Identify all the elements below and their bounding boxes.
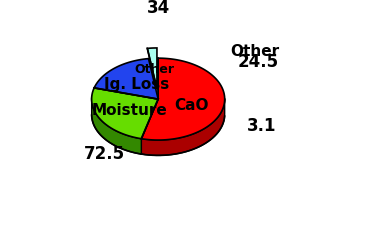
Text: Other: Other [230,44,279,59]
Polygon shape [92,88,158,139]
Polygon shape [141,99,225,156]
Polygon shape [147,49,157,89]
Text: 24.5: 24.5 [237,52,279,70]
Text: 72.5: 72.5 [84,144,125,162]
Text: CaO: CaO [174,97,208,112]
Text: 3.1: 3.1 [247,116,277,134]
Text: Moisture: Moisture [91,102,167,117]
Text: Other: Other [135,63,175,76]
Text: 34: 34 [147,0,170,17]
Polygon shape [92,98,141,154]
Polygon shape [141,59,225,140]
Text: Ig. Loss: Ig. Loss [103,77,169,92]
Polygon shape [94,59,158,100]
